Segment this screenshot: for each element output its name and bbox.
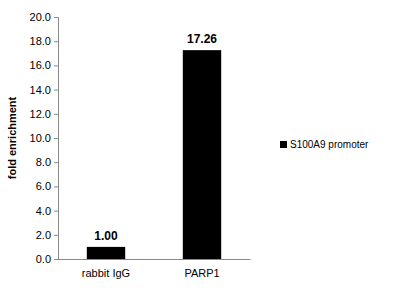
- y-tick-mark: [54, 41, 58, 42]
- y-tick-label: 6.0: [36, 180, 51, 192]
- y-tick: 6.0: [36, 180, 58, 192]
- y-tick-mark: [54, 235, 58, 236]
- y-tick-label: 2.0: [36, 229, 51, 241]
- x-tick: rabbit IgG: [82, 267, 130, 279]
- x-axis: rabbit IgG PARP1: [59, 260, 251, 280]
- y-tick-mark: [54, 65, 58, 66]
- y-axis-title: fold enrichment: [6, 96, 18, 179]
- y-tick-mark: [54, 114, 58, 115]
- y-tick: 16.0: [30, 59, 58, 71]
- y-tick-label: 10.0: [30, 132, 51, 144]
- y-tick-label: 4.0: [36, 205, 51, 217]
- y-tick-mark: [54, 90, 58, 91]
- y-tick-label: 14.0: [30, 84, 51, 96]
- x-tick: PARP1: [184, 267, 219, 279]
- legend-label: S100A9 promoter: [290, 139, 369, 150]
- y-tick-label: 16.0: [30, 59, 51, 71]
- y-tick-mark: [54, 138, 58, 139]
- y-tick-mark: [54, 211, 58, 212]
- chart: 0.0 2.0 4.0 6.0 8.0 10.0 12.0 14.0 16.0 18.0 20.0 r…: [0, 0, 394, 296]
- data-label: 17.26: [187, 32, 217, 46]
- y-tick: 14.0: [30, 84, 58, 96]
- y-tick: 12.0: [30, 108, 58, 120]
- x-axis-line: [59, 259, 251, 260]
- x-tick-label: rabbit IgG: [82, 267, 130, 279]
- y-tick: 20.0: [30, 11, 58, 23]
- y-tick-mark: [54, 162, 58, 163]
- y-tick-label: 12.0: [30, 108, 51, 120]
- y-tick-mark: [54, 186, 58, 187]
- data-label: 1.00: [94, 229, 118, 243]
- y-tick: 4.0: [36, 205, 58, 217]
- legend: S100A9 promoter: [280, 139, 369, 150]
- bar: [183, 50, 221, 259]
- y-tick-label: 8.0: [36, 156, 51, 168]
- y-tick: 10.0: [30, 132, 58, 144]
- y-tick-label: 20.0: [30, 11, 51, 23]
- y-axis: 0.0 2.0 4.0 6.0 8.0 10.0 12.0 14.0 16.0 18.0 20.0: [30, 11, 59, 265]
- y-tick: 0.0: [36, 253, 58, 265]
- y-tick: 2.0: [36, 229, 58, 241]
- y-tick: 18.0: [30, 35, 58, 47]
- plot-area: [87, 50, 221, 259]
- y-axis-line: [54, 18, 59, 260]
- bar: [87, 247, 125, 259]
- legend-swatch: [280, 141, 287, 148]
- y-tick-label: 0.0: [36, 253, 51, 265]
- y-tick: 8.0: [36, 156, 58, 168]
- y-tick-mark: [54, 259, 58, 260]
- y-tick-mark: [54, 17, 58, 18]
- x-tick-label: PARP1: [184, 267, 219, 279]
- y-tick-label: 18.0: [30, 35, 51, 47]
